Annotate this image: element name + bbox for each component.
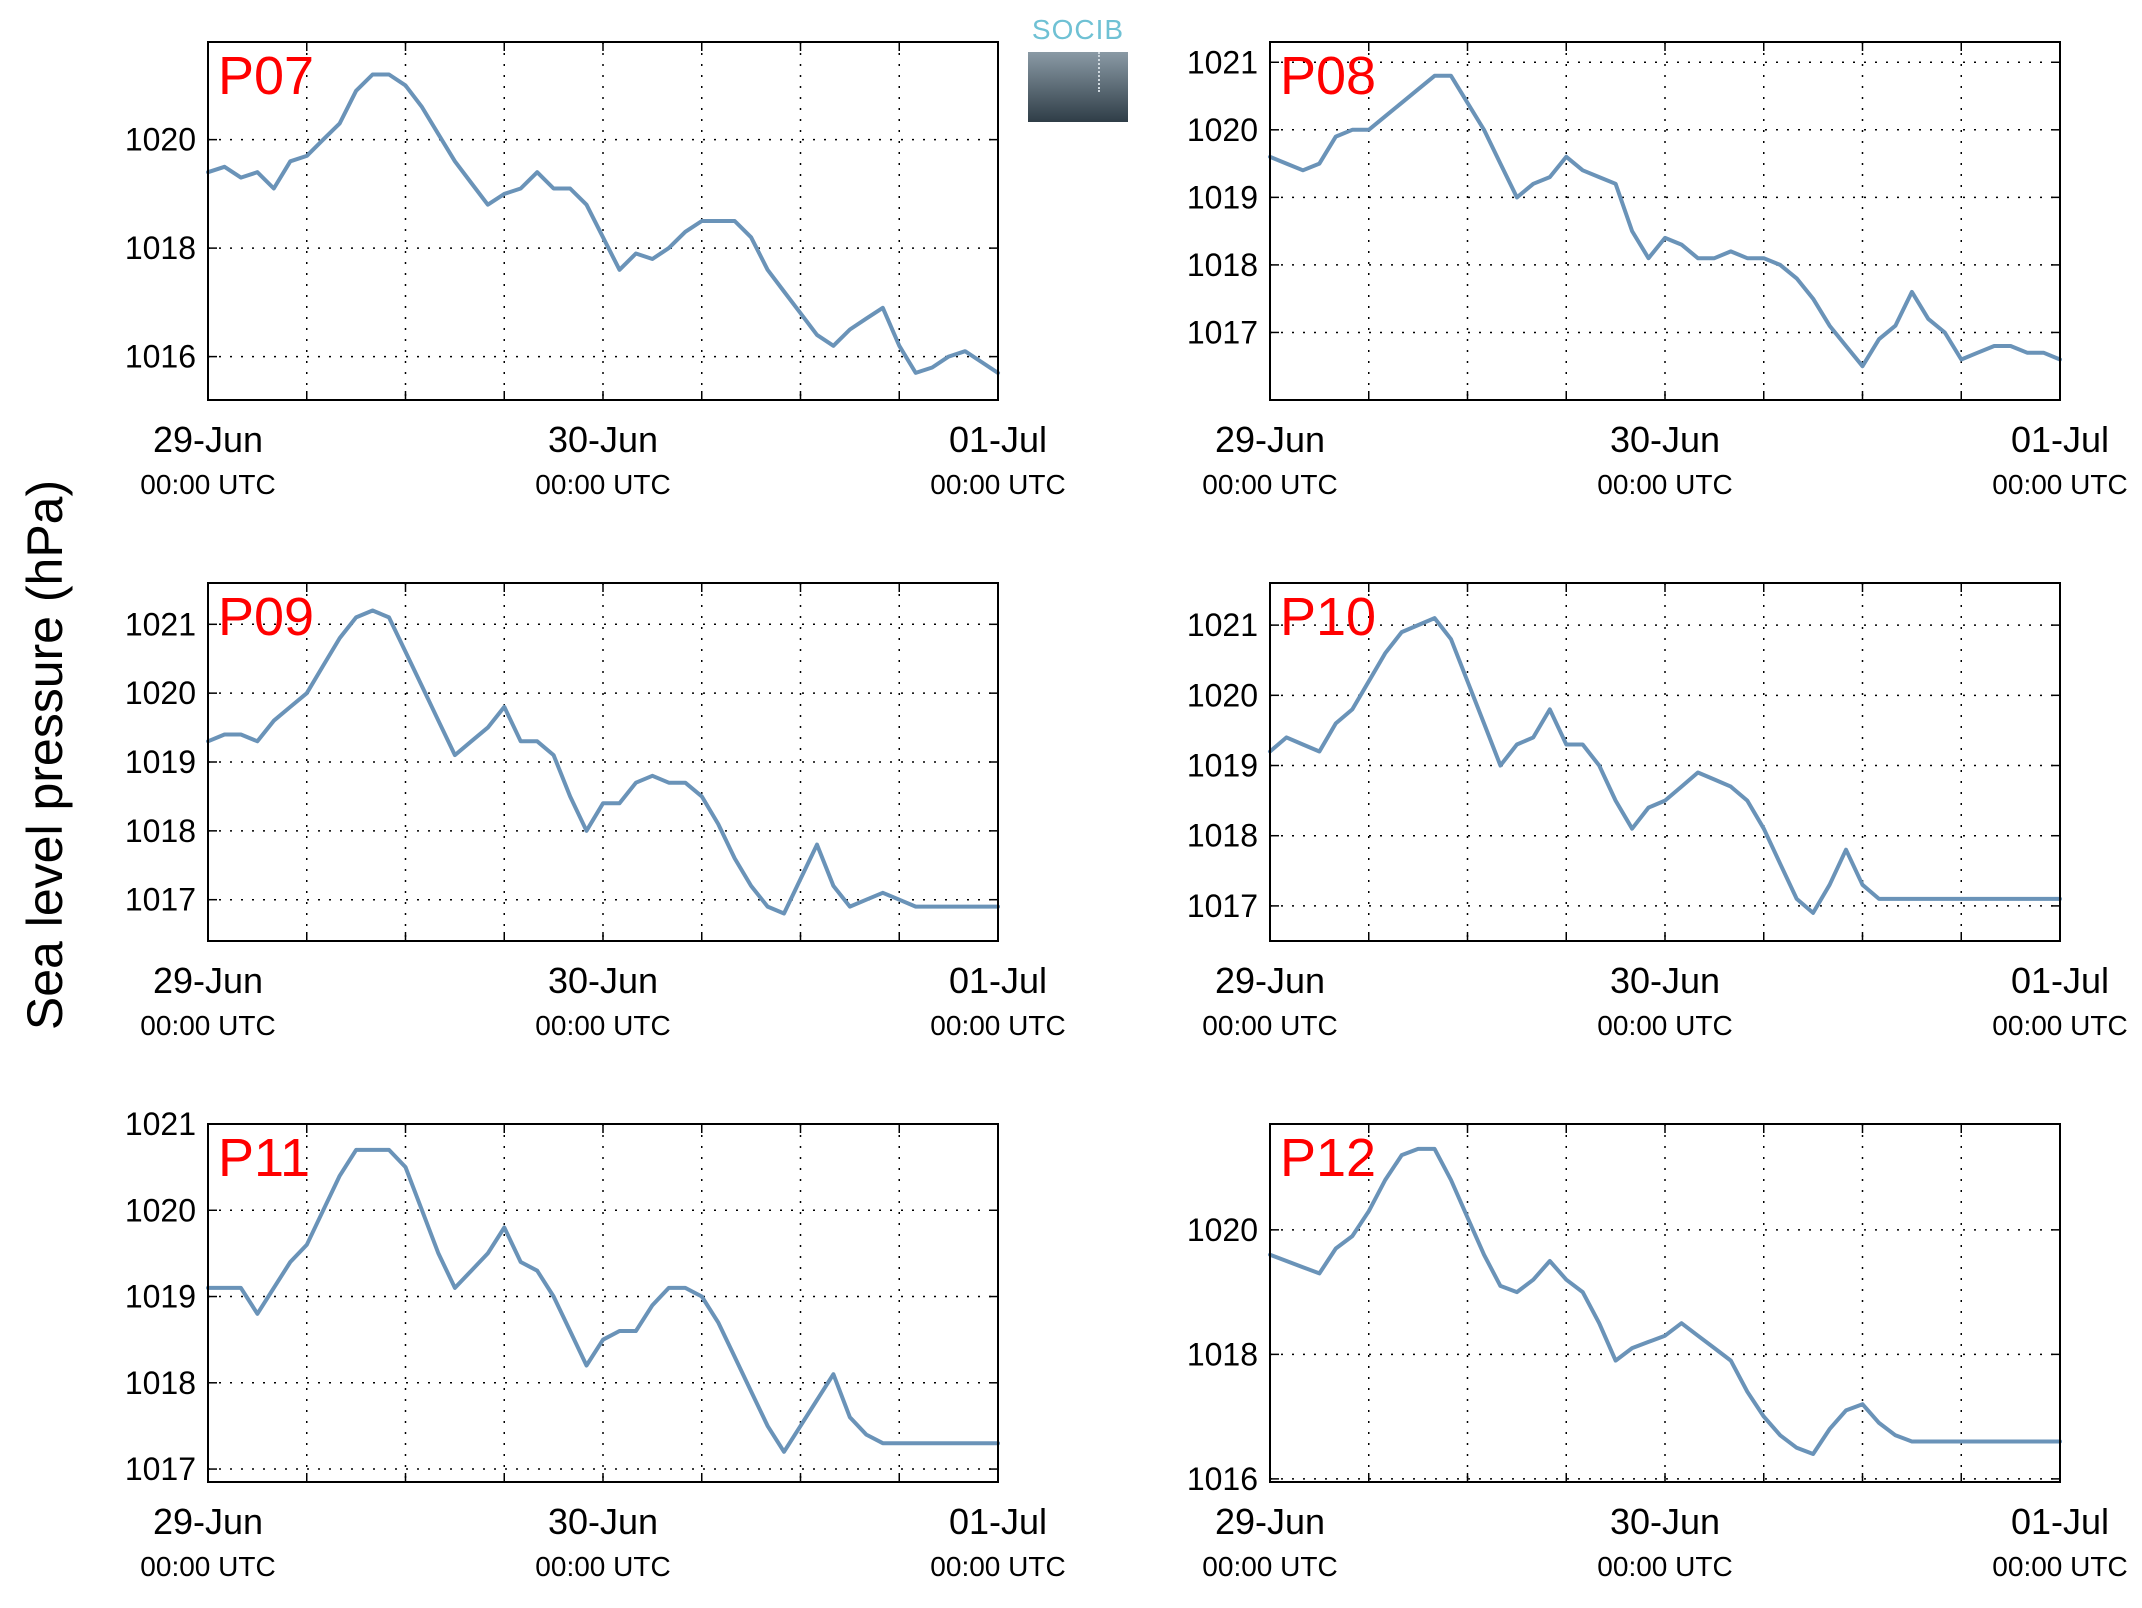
x-tick-label-date: 30-Jun [1610, 960, 1720, 1001]
x-tick-label-date: 29-Jun [1215, 1501, 1325, 1542]
y-tick-label: 1018 [125, 813, 196, 849]
y-tick-label: 1021 [1187, 44, 1258, 80]
x-tick-label-time: 00:00 UTC [1202, 469, 1337, 500]
panel-p10: 1017 1018 1019 1020 1021 29-Jun 00:00 UTC 30-Ju… [1187, 582, 2128, 1041]
x-tick-label-time: 00:00 UTC [1992, 469, 2127, 500]
x-tick-label-date: 01-Jul [2011, 1501, 2109, 1542]
x-tick-label-date: 01-Jul [949, 960, 1047, 1001]
x-tick-label-date: 29-Jun [153, 1501, 263, 1542]
y-tick-label: 1020 [1187, 112, 1258, 148]
y-tick-label: 1016 [125, 339, 196, 375]
y-tick-label: 1019 [1187, 748, 1258, 784]
y-tick-label: 1020 [1187, 1212, 1258, 1248]
panel-label: P11 [218, 1128, 310, 1188]
x-tick-label-time: 00:00 UTC [535, 469, 670, 500]
y-tick-label: 1020 [125, 1192, 196, 1228]
x-tick-label-date: 30-Jun [548, 1501, 658, 1542]
plot-frame [1269, 41, 2061, 401]
x-tick-label-time: 00:00 UTC [1202, 1010, 1337, 1041]
plot-frame [207, 41, 999, 401]
y-tick-label: 1018 [1187, 1336, 1258, 1372]
y-tick-label: 1019 [1187, 179, 1258, 215]
y-tick-label: 1017 [1187, 314, 1258, 350]
panel-label: P12 [1280, 1128, 1376, 1188]
x-tick-label-time: 00:00 UTC [1597, 469, 1732, 500]
x-tick-label-date: 01-Jul [949, 1501, 1047, 1542]
x-tick-label-date: 29-Jun [1215, 419, 1325, 460]
x-tick-label-time: 00:00 UTC [1202, 1551, 1337, 1582]
y-axis-label: Sea level pressure (hPa) [17, 480, 73, 1030]
panel-p08: 1017 1018 1019 1020 1021 29-Jun 00:00 UTC 30-Ju… [1187, 41, 2128, 500]
x-tick-label-date: 30-Jun [548, 419, 658, 460]
y-tick-label: 1017 [125, 882, 196, 918]
x-tick-label-time: 00:00 UTC [1597, 1010, 1732, 1041]
panel-p12: 1016 1018 1020 29-Jun 00:00 UTC 30-Jun 00:00 U… [1187, 1123, 2128, 1582]
x-tick-label-date: 30-Jun [548, 960, 658, 1001]
panel-p11: 1017 1018 1019 1020 1021 29-Jun 00:00 UTC 30-Ju… [125, 1106, 1066, 1582]
series-line [1268, 616, 2062, 915]
x-tick-label-time: 00:00 UTC [535, 1010, 670, 1041]
y-tick-label: 1018 [1187, 247, 1258, 283]
x-tick-label-time: 00:00 UTC [535, 1551, 670, 1582]
panel-label: P07 [218, 46, 314, 106]
x-tick-label-date: 29-Jun [153, 960, 263, 1001]
plot-frame [207, 1123, 999, 1483]
x-tick-label-time: 00:00 UTC [1597, 1551, 1732, 1582]
x-tick-label-time: 00:00 UTC [1992, 1010, 2127, 1041]
series-line [1268, 1146, 2062, 1456]
x-tick-label-date: 01-Jul [949, 419, 1047, 460]
x-tick-label-date: 01-Jul [2011, 960, 2109, 1001]
logo-graphic [1028, 52, 1128, 122]
y-tick-label: 1020 [125, 675, 196, 711]
y-tick-label: 1019 [125, 744, 196, 780]
panel-label: P09 [218, 587, 314, 647]
plot-frame [1269, 582, 2061, 942]
panel-label: P08 [1280, 46, 1376, 106]
x-tick-label-time: 00:00 UTC [930, 1551, 1065, 1582]
y-tick-label: 1021 [125, 1106, 196, 1142]
x-tick-label-date: 01-Jul [2011, 419, 2109, 460]
y-tick-label: 1018 [1187, 818, 1258, 854]
panel-p07: 1016 1018 1020 29-Jun 00:00 UTC 30-Jun 00:00 U… [125, 41, 1066, 500]
y-tick-label: 1016 [1187, 1461, 1258, 1497]
y-tick-label: 1019 [125, 1279, 196, 1315]
x-tick-label-time: 00:00 UTC [140, 1010, 275, 1041]
x-tick-label-time: 00:00 UTC [930, 469, 1065, 500]
series-line [206, 1147, 1000, 1454]
x-tick-label-date: 30-Jun [1610, 419, 1720, 460]
series-line [206, 72, 1000, 375]
y-tick-label: 1018 [125, 1365, 196, 1401]
y-tick-label: 1018 [125, 230, 196, 266]
socib-logo: SOCIB [1028, 14, 1128, 122]
logo-dots [1098, 52, 1100, 92]
y-tick-label: 1020 [1187, 677, 1258, 713]
panel-label: P10 [1280, 587, 1376, 647]
y-tick-label: 1020 [125, 122, 196, 158]
series-line [1268, 73, 2062, 369]
series-line [206, 608, 1000, 916]
x-tick-label-time: 00:00 UTC [140, 1551, 275, 1582]
y-tick-label: 1021 [1187, 607, 1258, 643]
plot-frame [1269, 1123, 2061, 1483]
y-tick-label: 1017 [1187, 888, 1258, 924]
x-tick-label-time: 00:00 UTC [930, 1010, 1065, 1041]
x-tick-label-date: 30-Jun [1610, 1501, 1720, 1542]
y-tick-label: 1017 [125, 1451, 196, 1487]
x-tick-label-date: 29-Jun [153, 419, 263, 460]
y-tick-label: 1021 [125, 606, 196, 642]
plot-frame [207, 582, 999, 942]
panel-p09: 1017 1018 1019 1020 1021 29-Jun 00:00 UTC 30-Ju… [125, 582, 1066, 1041]
logo-text: SOCIB [1031, 14, 1125, 45]
x-tick-label-time: 00:00 UTC [140, 469, 275, 500]
x-tick-label-time: 00:00 UTC [1992, 1551, 2127, 1582]
x-tick-label-date: 29-Jun [1215, 960, 1325, 1001]
